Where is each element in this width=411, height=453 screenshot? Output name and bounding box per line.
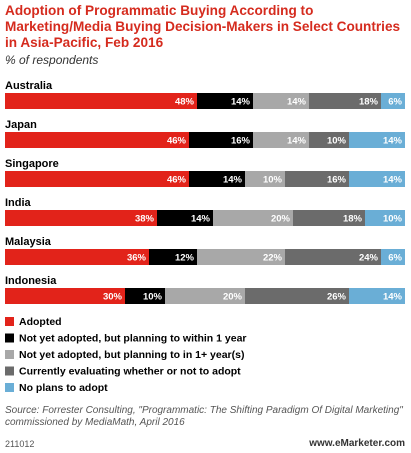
legend-swatch [5, 333, 14, 343]
bar-segment [125, 288, 165, 304]
bar-segment [197, 249, 285, 265]
bar-segment [197, 93, 253, 109]
value-label: 14% [231, 97, 251, 108]
bar-segment [213, 210, 293, 226]
bar-segment [309, 132, 349, 148]
value-label: 10% [383, 214, 403, 225]
bar-segment [189, 171, 245, 187]
bar-segment [165, 288, 245, 304]
legend-label: Currently evaluating whether or not to a… [19, 365, 241, 377]
legend-label: Not yet adopted, but planning to in 1+ y… [19, 349, 244, 361]
category-label: Japan [5, 119, 37, 131]
chart-subtitle: % of respondents [5, 53, 99, 67]
value-label: 16% [327, 175, 347, 186]
value-label: 46% [167, 175, 187, 186]
bar-segment [149, 249, 197, 265]
bar-segment [245, 171, 285, 187]
bar-segment [349, 288, 405, 304]
value-label: 14% [287, 136, 307, 147]
legend-swatch [5, 383, 14, 392]
legend-label: Not yet adopted, but planning to within … [19, 332, 247, 344]
bar-segment [293, 210, 365, 226]
value-label: 36% [127, 253, 147, 264]
category-label: Singapore [5, 158, 59, 170]
value-label: 6% [388, 253, 402, 264]
value-label: 14% [383, 175, 403, 186]
bar-segment [5, 171, 189, 187]
bar-segment [365, 210, 405, 226]
bar-segment [5, 93, 197, 109]
category-label: Australia [5, 80, 53, 92]
plot: Australia 48% 14% 14% 18% 6% Japan 46% 16% 14% 10%… [5, 80, 405, 394]
credit: www.eMarketer.com [309, 438, 405, 449]
category-label: Malaysia [5, 236, 52, 248]
value-label: 14% [383, 292, 403, 303]
source-note: Source: Forrester Consulting, "Programma… [5, 405, 403, 428]
bar-segment [5, 288, 125, 304]
category-label: India [5, 197, 32, 209]
legend-label: Adopted [19, 316, 62, 328]
bar-segment [5, 132, 189, 148]
bar-segment [381, 249, 405, 265]
bar-segment [253, 93, 309, 109]
value-label: 30% [103, 292, 123, 303]
bar-segment [189, 132, 253, 148]
value-label: 16% [231, 136, 251, 147]
value-label: 20% [223, 292, 243, 303]
value-label: 14% [383, 136, 403, 147]
legend-swatch [5, 317, 14, 326]
bar-segment [245, 288, 349, 304]
value-label: 14% [191, 214, 211, 225]
value-label: 18% [343, 214, 363, 225]
value-label: 6% [388, 97, 402, 108]
bar-segment [253, 132, 309, 148]
bar-segment [5, 210, 157, 226]
bar-segment [285, 249, 381, 265]
value-label: 14% [287, 97, 307, 108]
value-label: 20% [271, 214, 291, 225]
legend-swatch [5, 366, 14, 376]
chart-title: Adoption of Programmatic Buying Accordin… [5, 3, 401, 50]
legend-swatch [5, 350, 14, 359]
value-label: 22% [263, 253, 283, 264]
bar-segment [381, 93, 405, 109]
value-label: 24% [359, 253, 379, 264]
category-label: Indonesia [5, 275, 57, 287]
value-label: 46% [167, 136, 187, 147]
bar-segment [349, 171, 405, 187]
legend-label: No plans to adopt [19, 382, 108, 394]
value-label: 48% [175, 97, 195, 108]
bar-segment [349, 132, 405, 148]
bar-segment [5, 249, 149, 265]
bar-segment [285, 171, 349, 187]
chart-id: 211012 [5, 439, 35, 449]
bar-segment [157, 210, 213, 226]
value-label: 10% [327, 136, 347, 147]
value-label: 10% [143, 292, 163, 303]
value-label: 18% [359, 97, 379, 108]
value-label: 14% [223, 175, 243, 186]
value-label: 26% [327, 292, 347, 303]
value-label: 12% [175, 253, 195, 264]
value-label: 38% [135, 214, 155, 225]
bar-segment [309, 93, 381, 109]
value-label: 10% [263, 175, 283, 186]
